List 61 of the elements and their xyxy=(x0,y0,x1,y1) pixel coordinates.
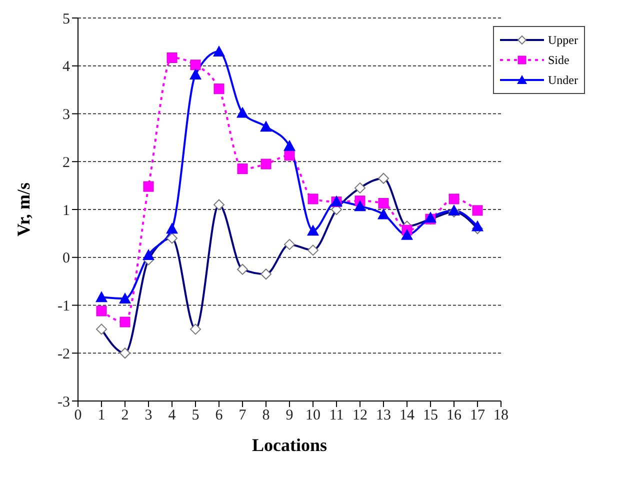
x-tick-label: 0 xyxy=(74,408,82,424)
point xyxy=(213,46,225,57)
x-tick-label: 7 xyxy=(238,408,247,424)
y-axis-title: Vr, m/s xyxy=(13,182,34,236)
y-tick-label: -1 xyxy=(58,298,70,315)
x-tick-label: 10 xyxy=(306,408,320,424)
x-axis-title: Locations xyxy=(252,435,328,455)
point xyxy=(448,204,460,216)
x-tick-label: 8 xyxy=(262,408,270,424)
x-tick-label: 12 xyxy=(352,408,368,424)
x-tick-label: 13 xyxy=(376,408,391,424)
point xyxy=(190,60,201,70)
x-tick-label: 1 xyxy=(98,408,106,424)
point xyxy=(214,84,224,94)
point xyxy=(472,220,484,232)
x-tick-label: 11 xyxy=(329,408,344,424)
x-tick-label: 15 xyxy=(423,408,438,424)
x-tick-label: 4 xyxy=(168,408,176,424)
point xyxy=(260,120,272,132)
point xyxy=(378,208,390,220)
x-tick-label: 14 xyxy=(400,408,415,424)
y-tick-label: 1 xyxy=(62,202,70,219)
x-tick-label: 16 xyxy=(446,408,462,424)
point xyxy=(284,140,296,151)
point xyxy=(237,164,248,174)
point xyxy=(284,150,295,161)
x-tick-label: 3 xyxy=(144,408,152,424)
y-tick-label: 3 xyxy=(62,107,70,124)
x-tick-label: 5 xyxy=(192,408,200,424)
point xyxy=(236,106,248,118)
y-tick-label: -2 xyxy=(58,346,70,362)
point xyxy=(96,291,108,302)
legend-label: Side xyxy=(548,52,570,68)
point xyxy=(96,306,107,316)
y-tick-label: 5 xyxy=(62,11,70,28)
point xyxy=(166,52,178,63)
point xyxy=(143,181,154,192)
point xyxy=(119,292,131,304)
x-tick-label: 2 xyxy=(121,408,129,424)
legend-label: Upper xyxy=(548,32,578,48)
point xyxy=(378,198,389,209)
point xyxy=(260,158,272,170)
point xyxy=(190,68,202,80)
x-tick-label: 18 xyxy=(494,408,508,424)
point xyxy=(448,194,460,204)
point xyxy=(401,228,413,240)
y-tick-label: 2 xyxy=(62,154,70,171)
x-tick-label: 9 xyxy=(286,408,294,424)
point xyxy=(142,248,154,260)
point xyxy=(120,316,130,328)
legend-label: Under xyxy=(548,72,578,88)
y-tick-label: -3 xyxy=(58,394,70,410)
point xyxy=(472,205,483,216)
y-tick-label: 4 xyxy=(62,59,70,76)
point xyxy=(307,224,319,236)
x-tick-label: 6 xyxy=(215,408,224,424)
point xyxy=(308,194,318,204)
x-tick-label: 17 xyxy=(470,408,486,424)
point xyxy=(166,222,178,234)
y-tick-label: 0 xyxy=(62,250,70,267)
point xyxy=(354,200,366,212)
